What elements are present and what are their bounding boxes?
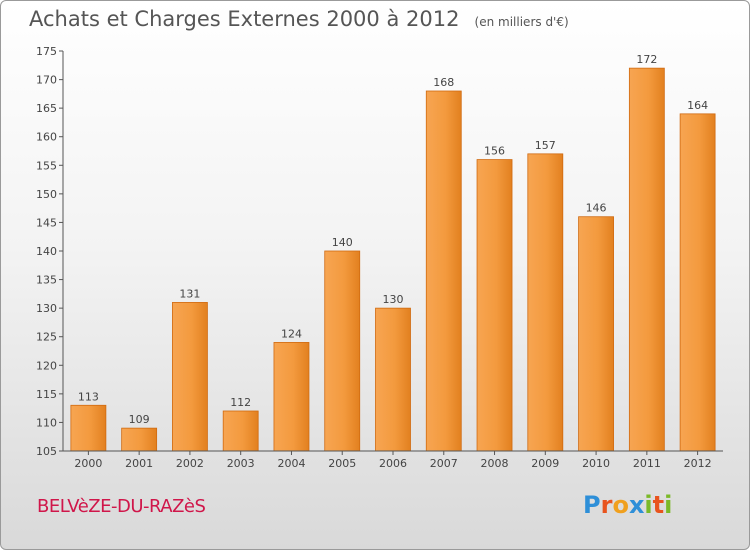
x-tick-label-2002: 2002 [176, 457, 204, 470]
y-tick-label: 135 [36, 274, 57, 287]
y-tick-label: 145 [36, 216, 57, 229]
value-label-2001: 109 [129, 413, 150, 426]
x-tick-label-2006: 2006 [379, 457, 407, 470]
x-tick-label-2008: 2008 [481, 457, 509, 470]
bar-2009 [527, 153, 564, 452]
bar-2001 [121, 427, 158, 452]
bar-2010 [578, 216, 614, 452]
value-label-2003: 112 [230, 396, 251, 409]
y-tick-label: 110 [36, 416, 57, 429]
y-tick-label: 130 [36, 302, 57, 315]
x-tick-label-2003: 2003 [227, 457, 255, 470]
y-tick-label: 150 [36, 188, 57, 201]
value-label-2004: 124 [281, 327, 302, 340]
value-label-2012: 164 [687, 99, 708, 112]
y-tick-label: 165 [36, 102, 57, 115]
y-tick-label: 105 [36, 445, 57, 458]
chart-title: Achats et Charges Externes 2000 à 2012 (… [29, 7, 569, 31]
logo-letter: t [652, 491, 665, 519]
x-tick-label-2009: 2009 [531, 457, 559, 470]
bar-2000 [70, 404, 107, 452]
x-tick-label-2004: 2004 [277, 457, 305, 470]
bar-2012 [679, 113, 716, 452]
unit-text: (en milliers d'€) [474, 15, 569, 29]
bar-2007 [425, 90, 462, 452]
bar-2008 [476, 159, 513, 452]
y-tick-label: 170 [36, 74, 57, 87]
value-label-2011: 172 [636, 53, 657, 66]
x-tick-label-2005: 2005 [328, 457, 356, 470]
bar-2002 [172, 302, 208, 452]
value-label-2009: 157 [535, 139, 556, 152]
y-tick-label: 160 [36, 131, 57, 144]
logo-letter: P [583, 491, 601, 519]
title-text: Achats et Charges Externes 2000 à 2012 [29, 7, 460, 31]
y-tick-label: 120 [36, 359, 57, 372]
y-tick-label: 175 [36, 45, 57, 58]
value-label-2010: 146 [586, 202, 607, 215]
x-tick-label-2012: 2012 [684, 457, 712, 470]
y-tick-label: 155 [36, 159, 57, 172]
town-name: BELVèZE-DU-RAZèS [37, 496, 206, 517]
y-tick-label: 140 [36, 245, 57, 258]
y-tick-label: 115 [36, 388, 57, 401]
value-label-2006: 130 [383, 293, 404, 306]
logo-letter: i [664, 491, 673, 519]
bar-2003 [222, 410, 259, 452]
y-tick-label: 125 [36, 331, 57, 344]
bar-2005 [324, 250, 361, 452]
x-tick-label-2007: 2007 [430, 457, 458, 470]
x-tick-label-2001: 2001 [125, 457, 153, 470]
value-label-2000: 113 [78, 390, 99, 403]
logo-letter: o [612, 491, 629, 519]
bar-2004 [273, 342, 310, 452]
proxiti-logo: Proxiti [583, 491, 672, 519]
logo-letter: i [644, 491, 653, 519]
x-tick-label-2010: 2010 [582, 457, 610, 470]
x-tick-label-2011: 2011 [633, 457, 661, 470]
value-label-2007: 168 [433, 76, 454, 89]
value-label-2005: 140 [332, 236, 353, 249]
logo-letter: x [628, 491, 645, 519]
x-tick-label-2000: 2000 [74, 457, 102, 470]
value-label-2008: 156 [484, 145, 505, 158]
bar-2006 [375, 307, 411, 452]
value-label-2002: 131 [179, 287, 200, 300]
bar-2011 [628, 67, 665, 452]
logo-letter: r [600, 491, 613, 519]
